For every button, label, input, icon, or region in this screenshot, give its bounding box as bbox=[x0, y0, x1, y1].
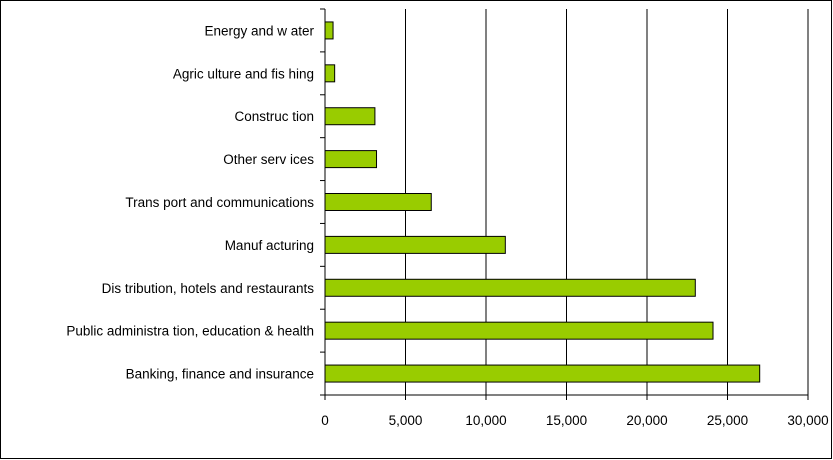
category-labels: Energy and w ater Agric ulture and fis hi… bbox=[66, 23, 314, 381]
x-tick-label-6: 30,000 bbox=[787, 413, 828, 428]
category-label-2: Construc tion bbox=[234, 109, 314, 124]
category-label-6: Dis tribution, hotels and restaurants bbox=[102, 281, 315, 296]
category-label-5: Manuf acturing bbox=[225, 238, 314, 253]
x-tick-label-4: 20,000 bbox=[626, 413, 667, 428]
tick-labels: 0 5,000 10,000 15,000 20,000 25,000 30,000 bbox=[321, 413, 828, 428]
bar-4 bbox=[324, 193, 432, 211]
x-tick-label-1: 5,000 bbox=[389, 413, 423, 428]
bar-0 bbox=[324, 21, 334, 40]
x-tick-label-5: 25,000 bbox=[707, 413, 748, 428]
bar-7 bbox=[324, 321, 714, 340]
category-label-1: Agric ulture and fis hing bbox=[173, 66, 314, 81]
x-tick-label-2: 10,000 bbox=[465, 413, 506, 428]
axes bbox=[320, 8, 809, 400]
bar-6 bbox=[324, 278, 696, 297]
category-label-0: Energy and w ater bbox=[204, 23, 314, 38]
category-label-4: Trans port and communications bbox=[125, 195, 314, 210]
category-label-3: Other serv ices bbox=[223, 152, 314, 167]
category-label-8: Banking, finance and insurance bbox=[126, 367, 314, 382]
bars bbox=[324, 21, 761, 383]
bar-3 bbox=[324, 150, 378, 169]
x-tick-label-0: 0 bbox=[321, 413, 329, 428]
category-label-7: Public administra tion, education & heal… bbox=[66, 324, 314, 339]
bar-8 bbox=[324, 364, 761, 383]
bar-2 bbox=[324, 107, 376, 126]
bar-5 bbox=[324, 235, 506, 254]
bar-1 bbox=[324, 64, 336, 83]
x-tick-label-3: 15,000 bbox=[546, 413, 587, 428]
